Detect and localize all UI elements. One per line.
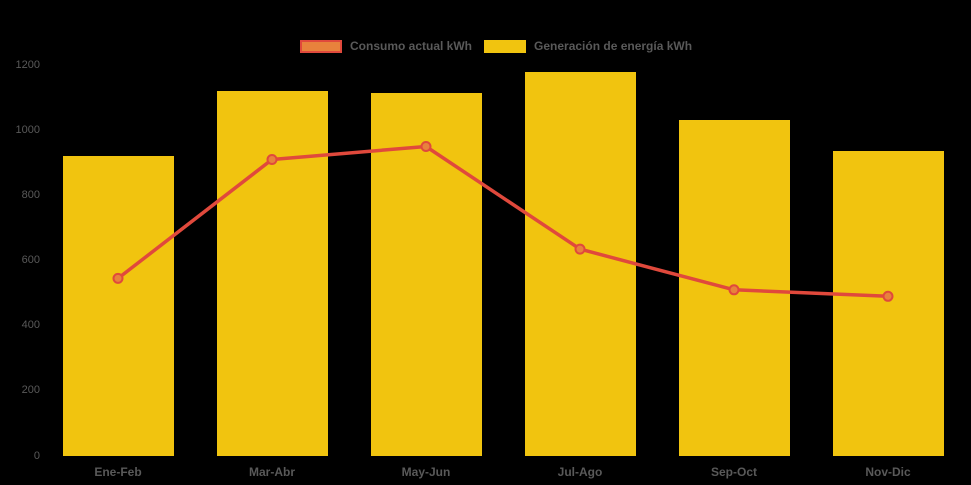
- y-tick-label: 200: [21, 384, 40, 397]
- y-tick-label: 400: [21, 319, 40, 332]
- legend-item-consumo[interactable]: Consumo actual kWh: [300, 39, 472, 53]
- legend-swatch-generacion-icon: [484, 39, 527, 53]
- y-tick-label: 600: [21, 254, 40, 266]
- legend-swatch-consumo-icon: [300, 39, 342, 53]
- y-tick-label: 1200: [15, 58, 40, 71]
- x-category-label: May-Jun: [401, 465, 451, 479]
- chart-legend: Consumo actual kWh Generación de energía…: [300, 38, 692, 54]
- legend-label-generacion: Generación de energía kWh: [534, 39, 693, 53]
- line-marker-Mar-Abr[interactable]: [266, 154, 278, 165]
- line-marker-Ene-Feb[interactable]: [112, 272, 124, 284]
- line-marker-May-Jun[interactable]: [420, 141, 432, 152]
- line-marker-Jul-Ago[interactable]: [574, 243, 586, 255]
- bar-Jul-Ago[interactable]: [524, 71, 636, 456]
- bar-Ene-Feb[interactable]: [62, 156, 174, 456]
- x-category-label: Nov-Dic: [865, 465, 911, 479]
- y-tick-label: 0: [33, 449, 40, 462]
- y-tick-label: 800: [21, 188, 40, 201]
- line-marker-Sep-Oct[interactable]: [728, 284, 740, 296]
- x-category-label: Mar-Abr: [248, 465, 295, 479]
- legend-item-generacion[interactable]: Generación de energía kWh: [484, 39, 692, 53]
- x-category-label: Jul-Ago: [557, 465, 603, 479]
- bar-Mar-Abr[interactable]: [216, 91, 328, 456]
- line-marker-Nov-Dic[interactable]: [882, 290, 894, 302]
- bar-Nov-Dic[interactable]: [832, 151, 944, 456]
- y-tick-label: 1000: [15, 123, 40, 136]
- x-category-label: Sep-Oct: [710, 465, 757, 479]
- legend-label-consumo: Consumo actual kWh: [350, 39, 473, 53]
- x-category-label: Ene-Feb: [94, 465, 142, 479]
